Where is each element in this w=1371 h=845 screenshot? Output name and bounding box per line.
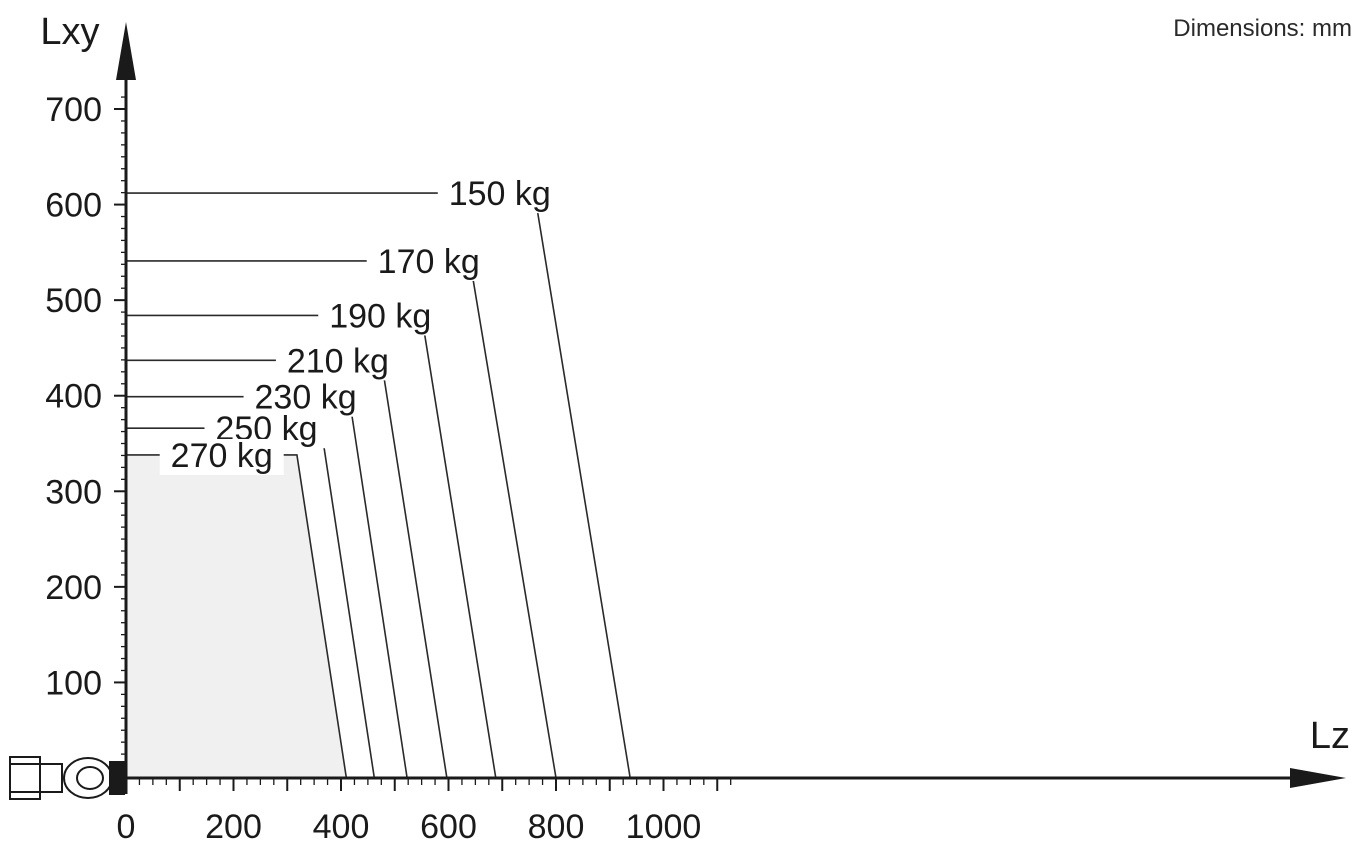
x-axis-arrow-icon — [1290, 768, 1346, 788]
x-tick-label-400: 400 — [313, 808, 370, 845]
region-270-kg — [126, 454, 347, 778]
x-tick-label-200: 200 — [205, 808, 262, 845]
curve-label-bg-170-kg — [366, 244, 491, 281]
dimensions-note: Dimensions: mm — [1173, 15, 1352, 42]
curve-label-bg-230-kg — [243, 380, 368, 417]
y-tick-label-200: 200 — [45, 569, 102, 607]
shaded-region-layer — [126, 454, 347, 778]
x-tick-label-600: 600 — [420, 808, 477, 845]
robot-flange-icon — [9, 756, 125, 800]
x-axis-label: Lz — [1310, 715, 1350, 757]
tick-layer: 0 200 400 600 800 1000 100 200 300 400 500 600 700 — [45, 91, 732, 845]
curve-label-150-kg: 150 kg — [449, 175, 551, 213]
curve-label-bg-210-kg — [275, 344, 400, 381]
y-tick-label-300: 300 — [45, 473, 102, 511]
x-tick-label-800: 800 — [528, 808, 585, 845]
curve-label-210-kg: 210 kg — [287, 342, 389, 380]
curve-label-270-kg: 270 kg — [171, 437, 273, 475]
x-tick-label-1000: 1000 — [626, 808, 702, 845]
curve-label-bg-190-kg — [318, 299, 443, 336]
curve-label-190-kg: 190 kg — [329, 297, 431, 335]
curve-label-170-kg: 170 kg — [378, 243, 480, 281]
y-axis-label: Lxy — [40, 11, 99, 53]
y-tick-label-700: 700 — [45, 91, 102, 129]
curve-label-bg-150-kg — [437, 177, 562, 214]
y-tick-label-400: 400 — [45, 378, 102, 416]
y-axis-arrow-icon — [116, 22, 136, 80]
y-tick-label-500: 500 — [45, 282, 102, 320]
curve-label-bg-270-kg — [159, 438, 284, 475]
x-tick-label-0: 0 — [117, 808, 136, 845]
y-tick-label-100: 100 — [45, 664, 102, 702]
curve-label-230-kg: 230 kg — [255, 379, 357, 417]
y-tick-label-600: 600 — [45, 187, 102, 225]
